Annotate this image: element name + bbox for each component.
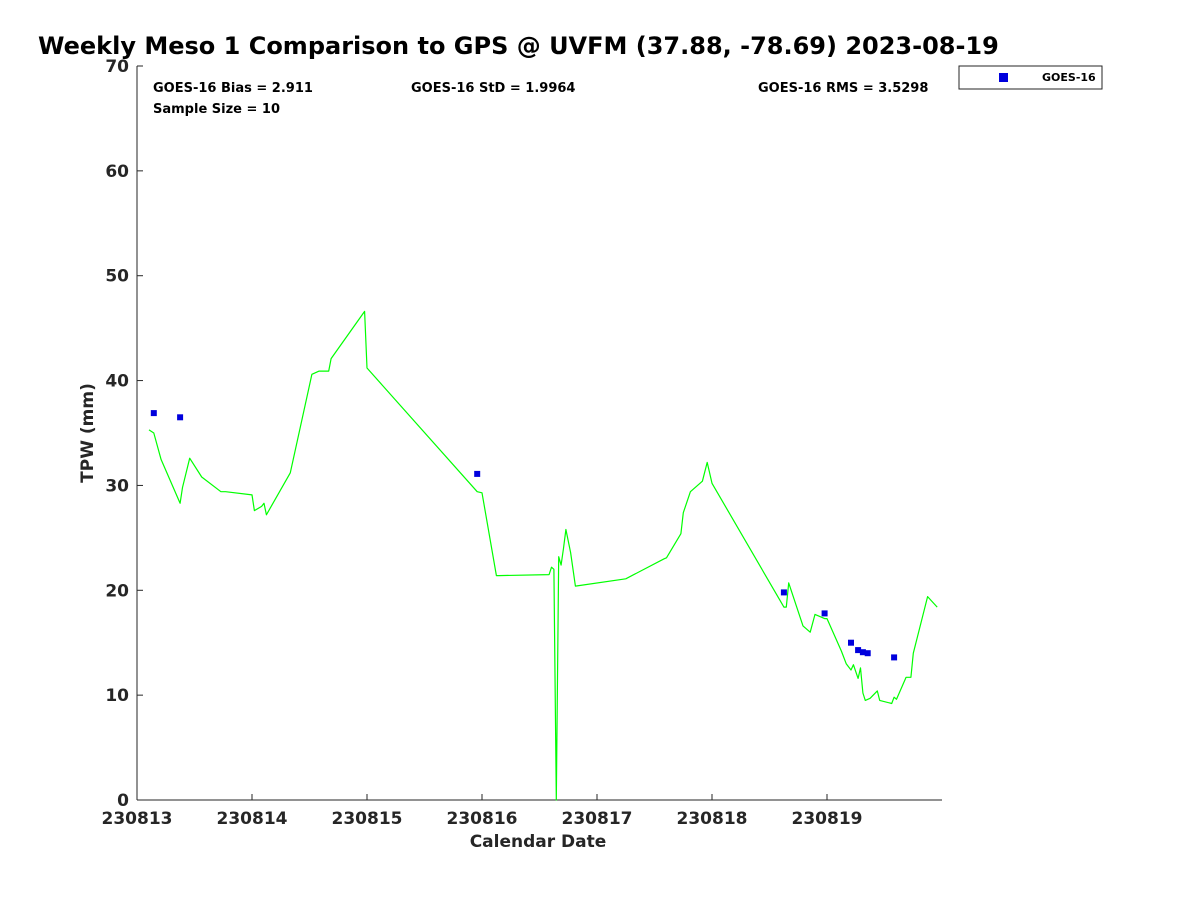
y-tick-label: 20 — [105, 581, 129, 601]
legend-box — [958, 65, 1103, 90]
goes16-point — [855, 647, 862, 654]
ticks: 0 10 20 30 40 50 60 70 230813 230814 230815 230816 2… — [102, 57, 863, 829]
chart-title: Weekly Meso 1 Comparison to GPS @ UVFM (… — [38, 32, 999, 60]
rms-stat: GOES-16 RMS = 3.5298 — [758, 81, 928, 96]
legend: GOES-16 — [958, 65, 1103, 90]
goes16-point — [474, 470, 481, 477]
x-tick-label: 230816 — [447, 809, 518, 829]
legend-marker — [999, 73, 1008, 82]
y-tick-label: 70 — [105, 57, 129, 77]
goes16-point — [177, 414, 184, 421]
legend-label-goes16: GOES-16 — [1042, 71, 1096, 84]
x-tick-label: 230813 — [102, 809, 173, 829]
goes16-point — [821, 610, 828, 617]
x-tick-label: 230819 — [792, 809, 863, 829]
goes16-point — [859, 649, 866, 656]
x-tick-label: 230815 — [332, 809, 403, 829]
plot-area — [148, 310, 938, 801]
x-tick-label: 230817 — [562, 809, 633, 829]
goes16-point — [891, 654, 898, 661]
y-axis-label: TPW (mm) — [78, 383, 98, 483]
y-tick-label: 10 — [105, 686, 129, 706]
axes — [136, 66, 942, 801]
y-tick-label: 40 — [105, 372, 129, 392]
goes16-point — [150, 410, 157, 417]
sample-size-stat: Sample Size = 10 — [153, 102, 280, 117]
x-axis-label: Calendar Date — [470, 832, 607, 852]
x-tick-label: 230814 — [217, 809, 288, 829]
y-tick-label: 0 — [117, 791, 129, 811]
gps-tpw-line — [148, 310, 938, 801]
y-tick-label: 60 — [105, 162, 129, 182]
goes16-point — [848, 639, 854, 646]
goes16-point — [864, 650, 871, 657]
goes16-point — [780, 589, 787, 596]
y-tick-label: 50 — [105, 267, 129, 287]
bias-stat: GOES-16 Bias = 2.911 — [153, 81, 313, 96]
std-stat: GOES-16 StD = 1.9964 — [411, 81, 575, 96]
x-tick-label: 230818 — [677, 809, 748, 829]
y-tick-label: 30 — [105, 476, 129, 496]
